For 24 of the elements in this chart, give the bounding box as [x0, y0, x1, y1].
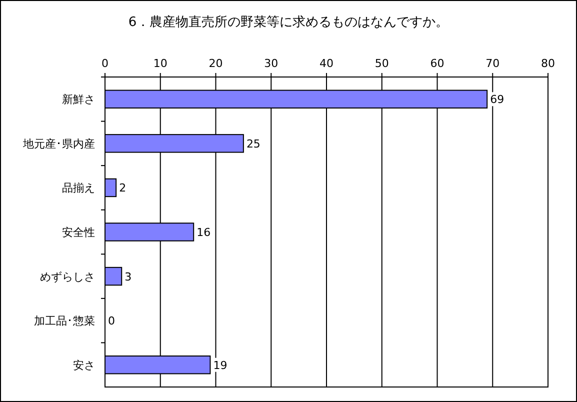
y-tick-label: 新鮮さ [62, 93, 95, 106]
y-tick-label: 加工品･惣菜 [34, 314, 95, 328]
data-label: 69 [490, 93, 504, 106]
x-tick-label: 80 [541, 57, 555, 70]
x-tick-label: 30 [264, 57, 278, 70]
y-tick-label: めずらしさ [40, 270, 95, 284]
x-tick-label: 70 [486, 57, 500, 70]
data-label: 25 [246, 137, 260, 150]
x-tick-label: 50 [374, 57, 389, 70]
y-tick-label: 地元産･県内産 [22, 137, 95, 150]
data-label: 0 [108, 314, 115, 328]
x-tick-label: 20 [208, 57, 223, 70]
x-tick-label: 0 [102, 57, 108, 70]
y-tick-label: 安さ [73, 358, 95, 372]
data-label: 2 [119, 182, 126, 195]
y-tick-label: 安全性 [62, 226, 95, 239]
chart-title: 6．農産物直売所の野菜等に求めるものはなんですか。 [128, 14, 449, 30]
x-tick-label: 40 [320, 57, 334, 70]
data-label: 19 [213, 358, 228, 372]
y-tick-label: 品揃え [62, 182, 95, 195]
data-label: 3 [124, 270, 132, 284]
x-tick-label: 10 [153, 57, 168, 70]
x-tick-label: 60 [430, 57, 444, 70]
data-label: 16 [196, 226, 211, 239]
